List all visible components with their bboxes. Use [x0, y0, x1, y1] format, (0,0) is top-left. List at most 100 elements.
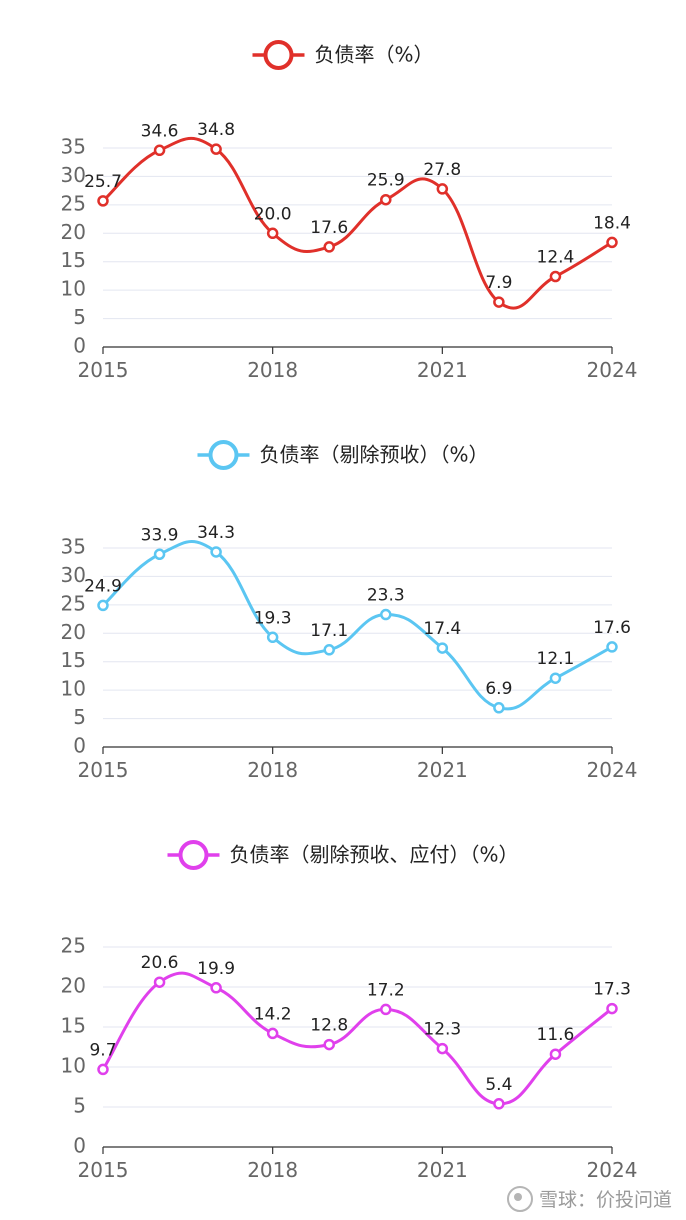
data-point[interactable]	[436, 1042, 449, 1055]
data-label: 11.6	[537, 1025, 575, 1045]
data-point[interactable]	[549, 270, 562, 283]
data-label: 17.1	[310, 621, 348, 641]
data-label: 34.8	[197, 120, 235, 140]
series-line	[101, 540, 613, 711]
y-tick-label: 15	[61, 1014, 86, 1038]
y-tick-label: 0	[73, 734, 86, 758]
data-label: 23.3	[367, 586, 405, 606]
data-label: 19.3	[254, 608, 292, 628]
data-point[interactable]	[606, 236, 618, 249]
data-point[interactable]	[153, 976, 166, 988]
data-label: 33.9	[141, 525, 179, 545]
legend[interactable]: 负债率（剔除预收、应付）（%）	[167, 840, 519, 870]
y-tick-label: 15	[61, 648, 86, 672]
data-point[interactable]	[436, 642, 449, 654]
data-label: 25.7	[84, 172, 122, 192]
x-tick-label: 2021	[417, 1158, 468, 1182]
data-label: 24.9	[84, 576, 122, 596]
data-point[interactable]	[493, 296, 505, 308]
data-point[interactable]	[549, 672, 562, 684]
data-point[interactable]	[380, 1003, 392, 1016]
y-tick-label: 10	[61, 677, 86, 701]
data-label: 7.9	[485, 273, 512, 293]
y-tick-label: 20	[61, 220, 86, 244]
x-tick-label: 2018	[247, 758, 298, 782]
y-tick-label: 20	[61, 974, 86, 998]
chart-3: 负债率（剔除预收、应付）（%） 0 5 10 15 20 25 2015 2018 2021 202…	[61, 840, 637, 1182]
y-tick-label: 25	[61, 191, 86, 215]
data-point[interactable]	[266, 227, 279, 240]
data-point[interactable]	[266, 1027, 279, 1040]
data-point[interactable]	[493, 702, 505, 714]
x-tick-label: 2021	[417, 358, 468, 382]
data-label: 14.2	[254, 1004, 292, 1024]
data-point[interactable]	[97, 1063, 109, 1076]
data-label: 20.6	[141, 953, 179, 973]
x-tick-label: 2024	[587, 758, 638, 782]
data-label: 34.6	[141, 121, 179, 141]
data-label: 12.1	[537, 649, 575, 669]
data-label: 12.4	[537, 247, 575, 267]
y-tick-label: 5	[73, 705, 86, 729]
legend[interactable]: 负债率（%）	[252, 40, 434, 70]
data-point[interactable]	[323, 1038, 335, 1051]
series-line	[101, 136, 613, 310]
data-point[interactable]	[606, 1002, 618, 1015]
data-label: 17.2	[367, 980, 405, 1000]
data-label: 20.0	[254, 204, 292, 224]
data-label: 17.4	[423, 619, 461, 639]
data-point[interactable]	[210, 546, 222, 558]
data-point[interactable]	[210, 143, 222, 155]
data-label: 27.8	[423, 160, 461, 180]
data-label: 12.8	[310, 1016, 348, 1036]
data-point[interactable]	[153, 144, 166, 157]
y-tick-label: 0	[73, 334, 86, 358]
data-label: 9.7	[89, 1040, 116, 1060]
legend-marker-icon	[263, 40, 294, 70]
x-tick-label: 2024	[587, 358, 638, 382]
y-tick-label: 10	[61, 1054, 86, 1078]
data-label: 17.6	[593, 618, 631, 638]
watermark-text: 雪球：价投问道	[538, 1189, 672, 1211]
data-point[interactable]	[153, 548, 166, 561]
data-label: 6.9	[485, 679, 512, 699]
legend-label: 负债率（%）	[314, 43, 433, 67]
x-tick-label: 2015	[78, 1158, 129, 1182]
y-tick-label: 5	[73, 1094, 86, 1118]
data-label: 25.9	[367, 171, 405, 191]
data-label: 5.4	[485, 1075, 512, 1095]
data-point[interactable]	[549, 1048, 562, 1060]
data-point[interactable]	[380, 193, 392, 206]
data-point[interactable]	[436, 183, 449, 195]
data-point[interactable]	[210, 982, 222, 994]
data-point[interactable]	[323, 644, 335, 656]
y-tick-label: 25	[61, 934, 86, 958]
x-tick-label: 2015	[78, 758, 129, 782]
y-tick-label: 5	[73, 305, 86, 329]
data-point[interactable]	[97, 195, 109, 207]
y-tick-label: 35	[61, 535, 86, 559]
y-tick-label: 25	[61, 591, 86, 615]
chart-1: 负债率（%） 0 5 10 15 20 25 30 35 2015 2018 2021 2024 25.7…	[61, 40, 638, 382]
data-point[interactable]	[493, 1098, 505, 1110]
data-label: 12.3	[423, 1020, 461, 1040]
data-point[interactable]	[323, 241, 335, 253]
legend-label: 负债率（剔除预收）（%）	[259, 443, 488, 467]
x-tick-label: 2018	[247, 358, 298, 382]
x-tick-label: 2018	[247, 1158, 298, 1182]
y-tick-label: 30	[61, 163, 86, 187]
y-tick-label: 15	[61, 248, 86, 272]
legend[interactable]: 负债率（剔除预收）（%）	[197, 440, 489, 470]
data-point[interactable]	[380, 608, 392, 621]
x-tick-label: 2015	[78, 358, 129, 382]
y-tick-label: 10	[61, 277, 86, 301]
data-point[interactable]	[97, 599, 109, 612]
chart-2: 负债率（剔除预收）（%） 0 5 10 15 20 25 30 35 2015 2018 2021 20…	[61, 440, 638, 782]
data-label: 17.6	[310, 218, 348, 238]
data-point[interactable]	[266, 631, 279, 644]
y-tick-label: 35	[61, 135, 86, 159]
x-tick-label: 2021	[417, 758, 468, 782]
data-point[interactable]	[606, 641, 618, 653]
data-label: 18.4	[593, 213, 631, 233]
